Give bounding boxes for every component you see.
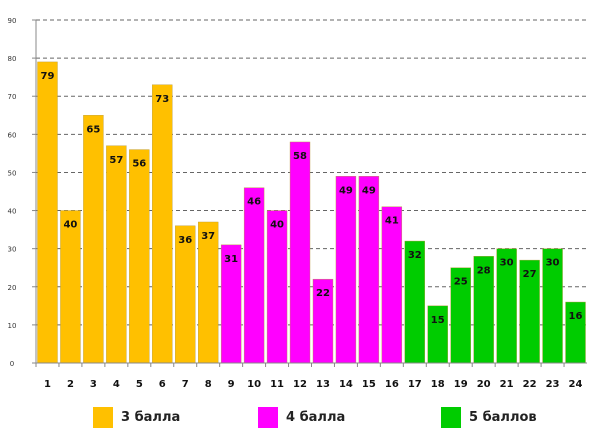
data-label: 27 — [523, 269, 537, 280]
y-tick-label: 90 — [8, 17, 17, 25]
data-label: 49 — [362, 185, 376, 196]
data-label: 30 — [546, 258, 560, 269]
bar — [152, 84, 173, 364]
x-tick-label: 2 — [67, 379, 74, 390]
data-label: 25 — [454, 277, 468, 288]
bar — [381, 206, 403, 364]
data-label: 37 — [201, 231, 215, 242]
data-label: 28 — [477, 265, 491, 276]
bar — [266, 210, 288, 364]
bar — [129, 149, 150, 364]
x-tick-label: 11 — [270, 379, 284, 390]
legend-item-5: 5 баллов — [441, 407, 537, 428]
legend-label: 4 балла — [286, 410, 346, 425]
legend-label: 3 балла — [121, 410, 181, 425]
data-label: 40 — [63, 220, 77, 231]
legend-item-4: 4 балла — [258, 407, 345, 428]
x-tick-label: 23 — [546, 379, 560, 390]
data-label: 56 — [132, 159, 146, 170]
x-tick-label: 1 — [44, 379, 51, 390]
legend-swatch — [441, 407, 461, 428]
data-label: 79 — [41, 71, 55, 82]
x-tick-label: 8 — [205, 379, 212, 390]
bar — [83, 115, 104, 364]
x-tick-label: 9 — [228, 379, 235, 390]
x-tick-label: 15 — [362, 379, 376, 390]
x-tick-label: 14 — [339, 379, 353, 390]
data-label: 58 — [293, 151, 307, 162]
x-tick-label: 19 — [454, 379, 468, 390]
x-tick-label: 13 — [316, 379, 330, 390]
x-tick-label: 10 — [247, 379, 261, 390]
x-tick-label: 17 — [408, 379, 422, 390]
x-tick-label: 16 — [385, 379, 399, 390]
x-tick-label: 21 — [500, 379, 514, 390]
legend-label: 5 баллов — [469, 410, 537, 425]
y-tick-label: 60 — [8, 131, 17, 139]
x-tick-label: 7 — [182, 379, 189, 390]
data-label: 36 — [178, 235, 192, 246]
bar — [60, 210, 81, 364]
data-label: 16 — [569, 311, 583, 322]
y-tick-label: 30 — [8, 246, 17, 254]
legend-swatch — [258, 407, 278, 428]
bar — [243, 187, 265, 364]
y-tick-label: 50 — [8, 169, 17, 177]
x-tick-label: 20 — [477, 379, 491, 390]
bar — [106, 145, 127, 364]
data-label: 65 — [86, 124, 100, 135]
data-label: 32 — [408, 250, 422, 261]
y-tick-label: 20 — [8, 284, 17, 292]
x-tick-label: 22 — [523, 379, 537, 390]
x-tick-label: 24 — [569, 379, 583, 390]
x-tick-label: 6 — [159, 379, 166, 390]
bar — [198, 221, 219, 364]
legend-swatch — [93, 407, 113, 428]
legend-item-3: 3 балла — [93, 407, 180, 428]
data-label: 31 — [224, 254, 238, 265]
y-tick-label: 0 — [10, 360, 14, 368]
y-tick-label: 80 — [8, 55, 17, 63]
x-tick-label: 12 — [293, 379, 307, 390]
x-tick-label: 5 — [136, 379, 143, 390]
y-tick-label: 40 — [8, 208, 17, 216]
bar — [358, 176, 380, 364]
data-label: 22 — [316, 288, 330, 299]
data-label: 49 — [339, 185, 353, 196]
data-label: 41 — [385, 216, 399, 227]
bar — [289, 141, 311, 364]
data-label: 30 — [500, 258, 514, 269]
data-label: 15 — [431, 315, 445, 326]
bar — [335, 176, 357, 364]
bar — [37, 61, 58, 364]
data-label: 57 — [109, 155, 123, 166]
data-label: 46 — [247, 197, 261, 208]
data-label: 73 — [155, 94, 169, 105]
bar — [175, 225, 196, 364]
x-tick-label: 3 — [90, 379, 97, 390]
y-tick-label: 10 — [8, 322, 17, 330]
x-tick-label: 4 — [113, 379, 120, 390]
x-tick-label: 18 — [431, 379, 445, 390]
y-tick-label: 70 — [8, 93, 17, 101]
data-label: 40 — [270, 220, 284, 231]
